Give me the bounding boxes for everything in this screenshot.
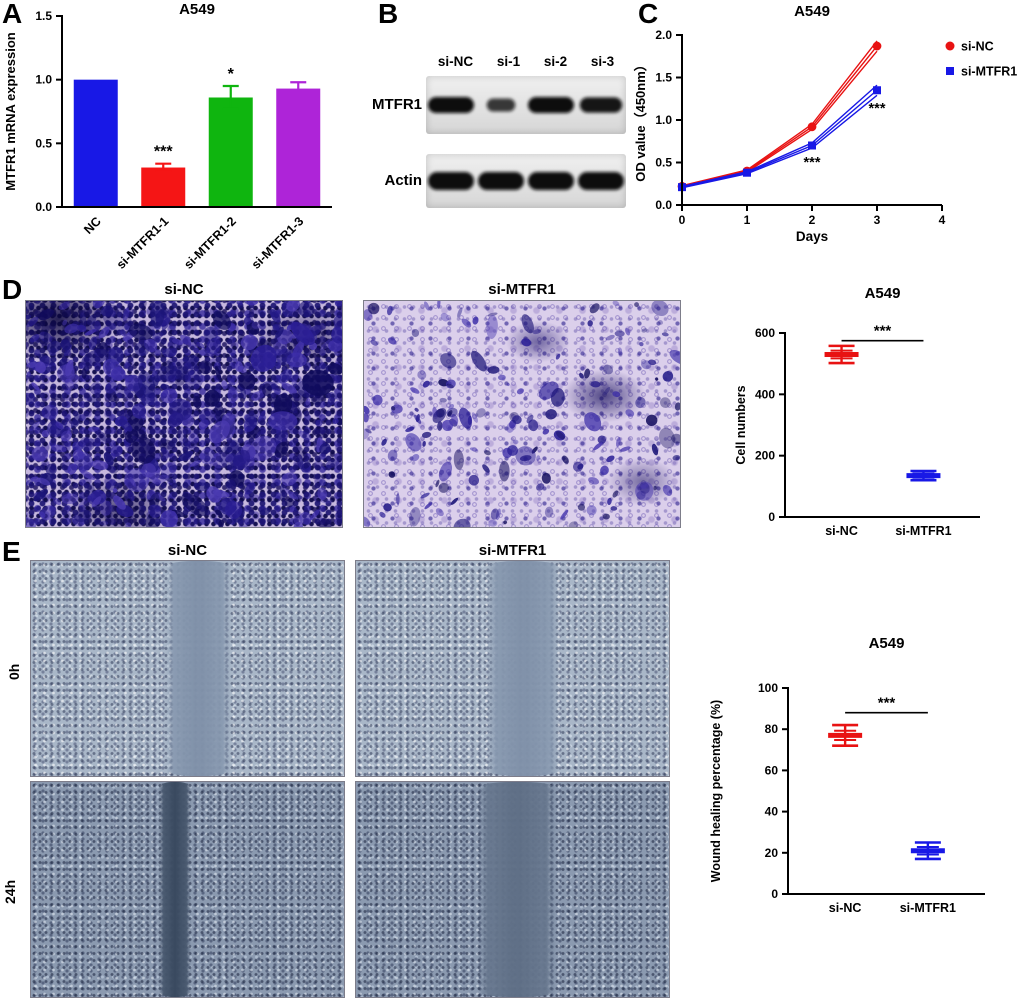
od-value-line-chart: A549 OD value（450nm） Days 0.0 0.5 1.0 1.5 2.0 0 1… bbox=[633, 3, 1017, 244]
svg-text:1.0: 1.0 bbox=[655, 113, 672, 127]
svg-text:***: *** bbox=[804, 155, 821, 171]
svg-text:1: 1 bbox=[744, 213, 751, 227]
transwell-title-si-mtfr1: si-MTFR1 bbox=[488, 281, 556, 298]
svg-text:1.5: 1.5 bbox=[655, 71, 672, 85]
wound-image-24h-si-nc bbox=[30, 781, 345, 998]
transwell-title-si-nc: si-NC bbox=[164, 281, 204, 298]
svg-text:***: *** bbox=[874, 323, 892, 340]
svg-text:si-NC: si-NC bbox=[829, 901, 862, 915]
svg-text:0: 0 bbox=[679, 213, 686, 227]
wound-scratch-area bbox=[165, 561, 232, 776]
transwell-image-si-mtfr1 bbox=[363, 300, 681, 528]
svg-text:si-MTFR1-2: si-MTFR1-2 bbox=[181, 214, 239, 272]
svg-text:Wound healing percentage (%): Wound healing percentage (%) bbox=[709, 700, 723, 882]
svg-text:0.0: 0.0 bbox=[35, 200, 52, 214]
svg-text:4: 4 bbox=[939, 213, 946, 227]
svg-text:***: *** bbox=[878, 695, 896, 712]
wound-image-0h-si-nc bbox=[30, 560, 345, 777]
svg-text:Cell numbers: Cell numbers bbox=[734, 385, 748, 464]
svg-text:A549: A549 bbox=[869, 635, 905, 652]
panel-A-label: A bbox=[2, 0, 23, 29]
wound-image-0h-si-mtfr1 bbox=[355, 560, 670, 777]
wound-col-title-si-mtfr1: si-MTFR1 bbox=[478, 542, 547, 559]
svg-text:Days: Days bbox=[796, 229, 828, 244]
svg-text:MTFR1 mRNA expression: MTFR1 mRNA expression bbox=[3, 32, 18, 190]
western-blot-mtfr1 bbox=[426, 76, 626, 134]
svg-text:***: *** bbox=[869, 101, 886, 117]
panel-A: A A549 MTFR1 mRNA expression 0.0 0.5 1.0 1.5 N… bbox=[0, 0, 366, 278]
svg-text:0: 0 bbox=[771, 887, 778, 901]
svg-text:A549: A549 bbox=[179, 1, 215, 18]
svg-text:80: 80 bbox=[765, 722, 779, 736]
panel-D-label: D bbox=[2, 274, 23, 305]
svg-text:si-MTFR1: si-MTFR1 bbox=[900, 901, 956, 915]
svg-text:600: 600 bbox=[755, 326, 775, 340]
wound-row-label-0h: 0h bbox=[6, 663, 22, 680]
svg-text:40: 40 bbox=[765, 805, 779, 819]
svg-text:A549: A549 bbox=[794, 3, 830, 20]
svg-text:3: 3 bbox=[874, 213, 881, 227]
svg-text:si-MTFR1: si-MTFR1 bbox=[895, 524, 951, 538]
svg-text:0.5: 0.5 bbox=[35, 136, 52, 150]
svg-text:1.5: 1.5 bbox=[35, 9, 52, 23]
panel-E: E si-NC si-MTFR1 0h 24h A549 Wound healin… bbox=[0, 536, 1020, 999]
svg-text:200: 200 bbox=[755, 449, 775, 463]
blot-row-label-actin: Actin bbox=[384, 172, 423, 189]
wound-row-label-24h: 24h bbox=[2, 879, 18, 904]
svg-text:A549: A549 bbox=[865, 285, 901, 302]
svg-text:si-NC: si-NC bbox=[961, 40, 994, 54]
wound-scratch-area bbox=[159, 782, 191, 997]
lane-label-si-2: si-2 bbox=[543, 54, 568, 69]
svg-text:2: 2 bbox=[809, 213, 816, 227]
mrna-expression-bar-chart: A549 MTFR1 mRNA expression 0.0 0.5 1.0 1.5 NC *… bbox=[3, 1, 332, 272]
transwell-image-si-nc bbox=[25, 300, 343, 528]
cell-numbers-chart: A549 Cell numbers 0 200 400 600 si-NC si-MTFR1 *… bbox=[734, 285, 980, 538]
svg-text:100: 100 bbox=[758, 681, 778, 695]
svg-text:20: 20 bbox=[765, 846, 779, 860]
panel-C: C A549 OD value（450nm） Days 0.0 0.5 1.0 1.5 2.0… bbox=[630, 0, 1020, 278]
svg-text:OD value（450nm）: OD value（450nm） bbox=[633, 58, 648, 182]
svg-text:60: 60 bbox=[765, 763, 779, 777]
svg-text:400: 400 bbox=[755, 387, 775, 401]
panel-B-label: B bbox=[378, 0, 399, 29]
western-blot-actin bbox=[426, 154, 626, 208]
wound-healing-percentage-chart: A549 Wound healing percentage (%) 0 20 40 60 8… bbox=[709, 635, 985, 915]
panel-E-label: E bbox=[2, 536, 21, 567]
wound-image-24h-si-mtfr1 bbox=[355, 781, 670, 998]
lane-label-si-nc: si-NC bbox=[437, 54, 474, 69]
svg-text:0.5: 0.5 bbox=[655, 156, 672, 170]
svg-text:2.0: 2.0 bbox=[655, 28, 672, 42]
svg-text:*: * bbox=[228, 66, 235, 83]
svg-text:1.0: 1.0 bbox=[35, 73, 52, 87]
panel-B: B si-NC si-1 si-2 si-3 MTFR1 Actin bbox=[368, 0, 630, 240]
panel-D: D si-NC si-MTFR1 A549 Cell numbers 0 200 400… bbox=[0, 274, 1020, 540]
svg-text:si-MTFR1-1: si-MTFR1-1 bbox=[114, 214, 172, 272]
blot-row-label-mtfr1: MTFR1 bbox=[372, 96, 422, 113]
svg-text:si-NC: si-NC bbox=[825, 524, 858, 538]
svg-text:0.0: 0.0 bbox=[655, 198, 672, 212]
wound-scratch-area bbox=[487, 561, 560, 776]
svg-text:si-MTFR1: si-MTFR1 bbox=[961, 65, 1017, 79]
svg-text:***: *** bbox=[154, 144, 173, 161]
svg-text:NC: NC bbox=[81, 214, 104, 237]
svg-text:si-MTFR1-3: si-MTFR1-3 bbox=[249, 214, 307, 272]
panel-C-label: C bbox=[638, 0, 659, 29]
wound-col-title-si-nc: si-NC bbox=[167, 542, 208, 559]
lane-label-si-1: si-1 bbox=[496, 54, 521, 69]
blot-lane-labels: si-NC si-1 si-2 si-3 bbox=[426, 54, 626, 69]
wound-scratch-area bbox=[478, 782, 557, 997]
svg-text:0: 0 bbox=[768, 510, 775, 524]
lane-label-si-3: si-3 bbox=[590, 54, 615, 69]
